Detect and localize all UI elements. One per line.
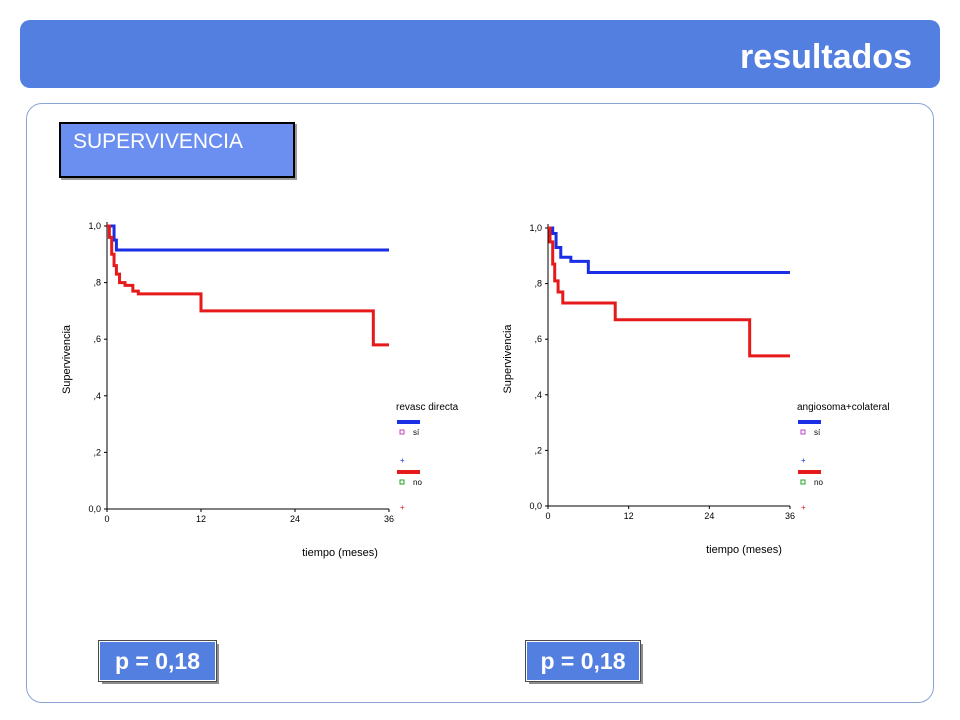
y-tick-label: ,4	[534, 390, 542, 400]
legend-label-si: sí	[413, 428, 420, 437]
legend-title: angiosoma+colateral	[797, 402, 890, 413]
legend-marker	[800, 429, 806, 435]
content-frame	[26, 103, 934, 703]
series-line-no	[548, 226, 790, 358]
section-label: SUPERVIVENCIA	[73, 130, 243, 153]
legend-label-si: sí	[814, 428, 821, 437]
header-bar: resultados	[20, 20, 940, 88]
p-value-badge-2: p = 0,18	[525, 640, 641, 682]
y-tick-label: ,2	[93, 447, 101, 457]
series-line-no	[107, 224, 389, 347]
series-line-si	[107, 224, 389, 252]
y-tick-label: ,6	[534, 334, 542, 344]
legend-censor-si: +	[400, 456, 405, 465]
x-tick-label: 12	[196, 514, 206, 524]
y-tick-label: ,6	[93, 334, 101, 344]
legend-censor-no: +	[400, 503, 405, 512]
legend-label-no: no	[814, 478, 823, 487]
section-box: SUPERVIVENCIA	[59, 122, 295, 178]
x-tick-label: 0	[545, 511, 550, 521]
x-tick-label: 0	[104, 514, 109, 524]
legend-marker	[399, 429, 405, 435]
y-axis-title: Supervivencia	[502, 324, 514, 394]
y-axis-title: Supervivencia	[61, 324, 73, 394]
x-tick-label: 36	[384, 514, 394, 524]
legend-marker	[399, 479, 405, 485]
legend-censor-no: +	[801, 503, 806, 512]
legend-label-no: no	[413, 478, 422, 487]
x-tick-label: 24	[704, 511, 714, 521]
x-tick-label: 36	[785, 511, 795, 521]
x-axis-title: tiempo (meses)	[302, 547, 378, 559]
y-tick-label: ,8	[93, 278, 101, 288]
series-line-si	[548, 226, 790, 274]
y-tick-label: ,4	[93, 391, 101, 401]
y-tick-label: 1,0	[529, 223, 542, 233]
legend-marker	[800, 479, 806, 485]
y-tick-label: ,2	[534, 445, 542, 455]
legend-title: revasc directa	[396, 402, 459, 413]
y-tick-label: 0,0	[88, 504, 101, 514]
x-tick-label: 24	[290, 514, 300, 524]
legend-censor-si: +	[801, 456, 806, 465]
y-tick-label: 1,0	[88, 221, 101, 231]
x-tick-label: 12	[624, 511, 634, 521]
x-axis-title: tiempo (meses)	[706, 544, 782, 556]
y-tick-label: ,8	[534, 279, 542, 289]
p-value-badge-1: p = 0,18	[98, 640, 217, 682]
slide-title: resultados	[740, 38, 912, 76]
y-tick-label: 0,0	[529, 501, 542, 511]
